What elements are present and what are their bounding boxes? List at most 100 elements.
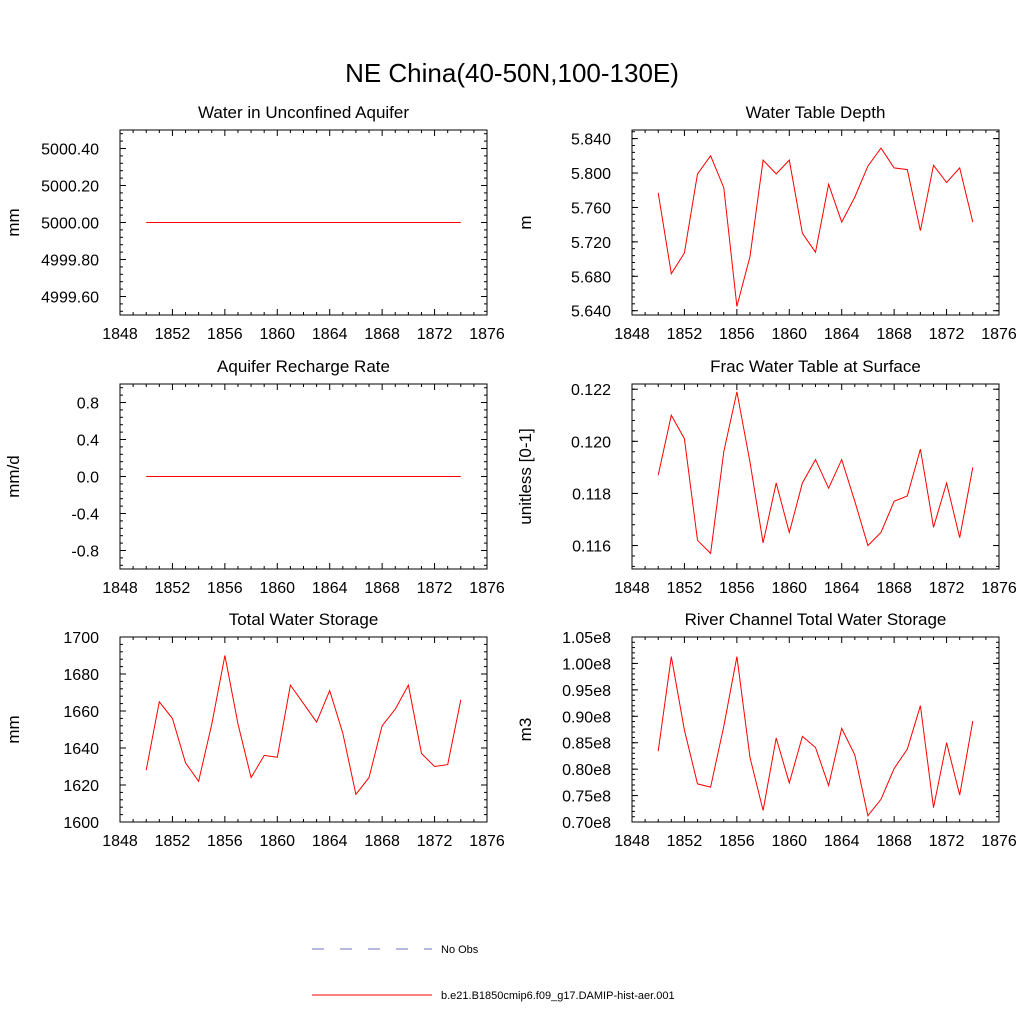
y-tick-label: 5.760 xyxy=(571,200,611,217)
series-line-0 xyxy=(145,655,462,796)
x-tick-label: 1852 xyxy=(667,326,703,343)
x-tick-label: 1860 xyxy=(771,580,807,597)
y-tick-label: 0.120 xyxy=(571,434,611,451)
x-tick-label: 1848 xyxy=(102,326,138,343)
y-tick-label: 5.680 xyxy=(571,269,611,286)
legend-label-no-obs: No Obs xyxy=(441,944,479,956)
y-tick-label: 1680 xyxy=(63,667,99,684)
x-tick-label: 1868 xyxy=(364,580,400,597)
y-tick-label: 5.800 xyxy=(571,166,611,183)
x-tick-label: 1852 xyxy=(155,833,191,850)
y-tick-label: 0.85e8 xyxy=(562,736,611,753)
x-tick-label: 1852 xyxy=(667,833,703,850)
x-tick-label: 1848 xyxy=(102,833,138,850)
x-tick-label: 1872 xyxy=(417,326,453,343)
x-tick-label: 1868 xyxy=(876,326,912,343)
x-tick-label: 1848 xyxy=(102,580,138,597)
x-tick-label: 1856 xyxy=(207,326,243,343)
panel-5: River Channel Total Water Storage 1848 185… xyxy=(516,610,1017,850)
panel-1: Water Table Depth 1848 1852 1856 1860 1864 186… xyxy=(516,103,1017,343)
y-tick-label: 0.80e8 xyxy=(562,762,611,779)
plot-frame xyxy=(631,129,1000,316)
y-tick-label: 5.640 xyxy=(571,304,611,321)
x-tick-label: 1864 xyxy=(312,833,348,850)
panel-title: Aquifer Recharge Rate xyxy=(217,357,390,376)
y-tick-label: 1.00e8 xyxy=(562,656,611,673)
y-axis-label: mm/d xyxy=(4,455,23,498)
panel-title: Water Table Depth xyxy=(746,103,886,122)
panel-3: Frac Water Table at Surface 1848 1852 1856 1… xyxy=(516,357,1017,597)
y-tick-label: 0.95e8 xyxy=(562,683,611,700)
x-tick-label: 1876 xyxy=(469,326,505,343)
y-tick-label: -0.4 xyxy=(71,507,99,524)
x-tick-label: 1856 xyxy=(207,580,243,597)
x-tick-label: 1864 xyxy=(824,833,860,850)
x-tick-label: 1860 xyxy=(259,580,295,597)
x-tick-label: 1872 xyxy=(417,833,453,850)
x-tick-label: 1848 xyxy=(614,833,650,850)
panel-4: Total Water Storage 1848 1852 1856 1860 1864 1… xyxy=(4,610,505,850)
x-tick-label: 1872 xyxy=(929,326,965,343)
y-tick-label: 0.90e8 xyxy=(562,709,611,726)
y-tick-label: 5000.40 xyxy=(41,142,99,159)
x-tick-label: 1848 xyxy=(614,326,650,343)
panel-title: Water in Unconfined Aquifer xyxy=(198,103,409,122)
x-tick-label: 1856 xyxy=(207,833,243,850)
y-axis-label: m3 xyxy=(516,718,535,742)
plot-frame xyxy=(631,636,1000,823)
y-axis-label: unitless [0-1] xyxy=(516,428,535,524)
y-tick-label: 1700 xyxy=(63,630,99,647)
x-tick-label: 1864 xyxy=(312,580,348,597)
y-tick-label: 0.0 xyxy=(77,470,99,487)
y-tick-label: 0.8 xyxy=(77,396,99,413)
y-tick-label: 0.4 xyxy=(77,433,99,450)
y-axis-label: mm xyxy=(4,715,23,743)
y-tick-label: 0.70e8 xyxy=(562,815,611,832)
series-line-0 xyxy=(657,656,974,817)
y-axis-label: m xyxy=(516,215,535,229)
y-axis-label: mm xyxy=(4,208,23,236)
y-tick-label: 5.840 xyxy=(571,132,611,149)
y-tick-label: -0.8 xyxy=(71,544,99,561)
x-tick-label: 1876 xyxy=(469,580,505,597)
panel-title: River Channel Total Water Storage xyxy=(685,610,947,629)
x-tick-label: 1864 xyxy=(312,326,348,343)
x-tick-label: 1856 xyxy=(719,326,755,343)
y-tick-label: 1620 xyxy=(63,778,99,795)
x-tick-label: 1872 xyxy=(417,580,453,597)
x-tick-label: 1848 xyxy=(614,580,650,597)
x-tick-label: 1860 xyxy=(259,326,295,343)
y-tick-label: 5000.20 xyxy=(41,179,99,196)
y-tick-label: 1640 xyxy=(63,741,99,758)
figure-title: NE China(40-50N,100-130E) xyxy=(345,58,679,88)
x-tick-label: 1860 xyxy=(771,833,807,850)
y-tick-label: 0.75e8 xyxy=(562,789,611,806)
x-tick-label: 1864 xyxy=(824,580,860,597)
x-tick-label: 1876 xyxy=(981,833,1017,850)
x-tick-label: 1872 xyxy=(929,833,965,850)
y-tick-label: 1.05e8 xyxy=(562,630,611,647)
panel-title: Frac Water Table at Surface xyxy=(710,357,921,376)
x-tick-label: 1856 xyxy=(719,580,755,597)
y-tick-label: 5.720 xyxy=(571,235,611,252)
panel-title: Total Water Storage xyxy=(229,610,379,629)
y-tick-label: 0.122 xyxy=(571,382,611,399)
x-tick-label: 1868 xyxy=(364,326,400,343)
y-tick-label: 1600 xyxy=(63,815,99,832)
legend: No Obs b.e21.B1850cmip6.f09_g17.DAMIP-hi… xyxy=(312,944,675,1002)
x-tick-label: 1876 xyxy=(981,326,1017,343)
legend-label-model: b.e21.B1850cmip6.f09_g17.DAMIP-hist-aer.… xyxy=(441,990,675,1002)
x-tick-label: 1876 xyxy=(981,580,1017,597)
series-line-0 xyxy=(657,391,974,555)
x-tick-label: 1852 xyxy=(155,580,191,597)
x-tick-label: 1868 xyxy=(876,833,912,850)
x-tick-label: 1852 xyxy=(155,326,191,343)
y-tick-label: 1660 xyxy=(63,704,99,721)
plot-frame xyxy=(631,383,1000,570)
x-tick-label: 1856 xyxy=(719,833,755,850)
series-line-0 xyxy=(657,147,974,307)
x-tick-label: 1852 xyxy=(667,580,703,597)
x-tick-label: 1860 xyxy=(259,833,295,850)
x-tick-label: 1860 xyxy=(771,326,807,343)
